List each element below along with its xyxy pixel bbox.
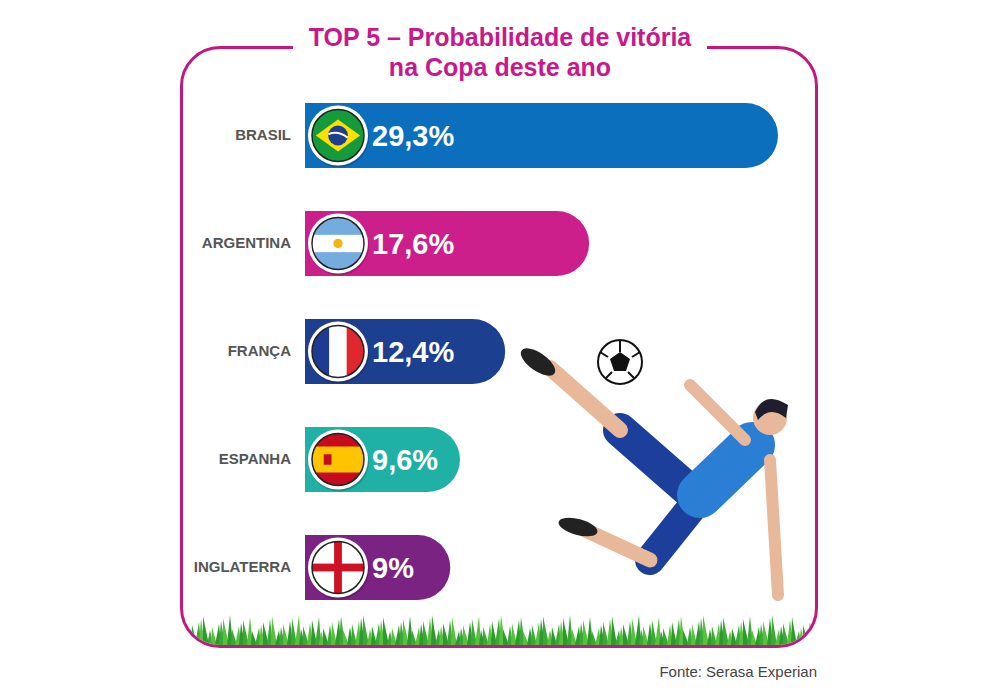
svg-text:ARGENTINA: ARGENTINA <box>202 234 291 251</box>
svg-text:9%: 9% <box>372 552 414 584</box>
svg-text:9,6%: 9,6% <box>372 444 438 476</box>
svg-text:BRASIL: BRASIL <box>235 126 291 143</box>
svg-text:12,4%: 12,4% <box>372 336 454 368</box>
svg-text:17,6%: 17,6% <box>372 228 454 260</box>
svg-text:ESPANHA: ESPANHA <box>219 450 291 467</box>
svg-text:FRANÇA: FRANÇA <box>228 342 291 359</box>
html-text:TOP 5 – Probabilidade de vitór: TOP 5 – Probabilidade de vitória na Copa… <box>308 23 692 81</box>
svg-text:INGLATERRA: INGLATERRA <box>194 558 291 575</box>
svg-text:29,3%: 29,3% <box>372 120 454 152</box>
html-text:Fonte: Serasa Experian: Fonte: Serasa Experian <box>659 663 817 680</box>
